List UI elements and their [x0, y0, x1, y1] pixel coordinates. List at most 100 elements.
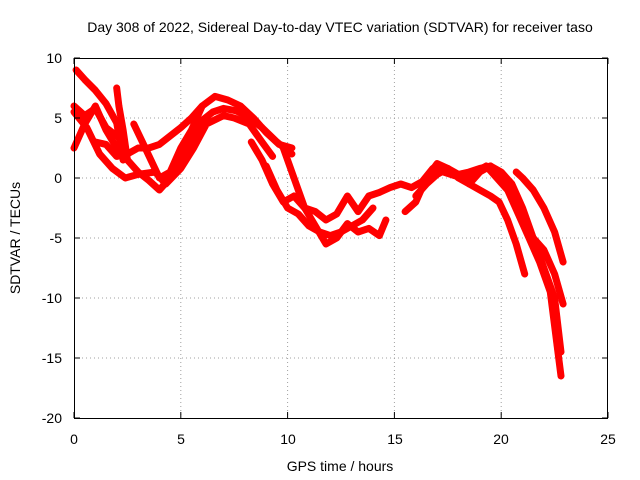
data-point — [206, 119, 213, 126]
data-point — [301, 204, 308, 212]
data-point — [555, 243, 563, 251]
data-point — [183, 146, 191, 154]
data-point — [194, 137, 201, 145]
data-point — [520, 267, 527, 274]
data-point — [176, 148, 183, 155]
data-point — [546, 279, 553, 287]
data-point — [458, 170, 466, 177]
data-point — [180, 153, 188, 160]
data-point — [305, 206, 312, 213]
data-point — [194, 113, 201, 120]
data-point — [92, 138, 99, 146]
data-point — [510, 184, 517, 191]
data-point — [354, 228, 362, 236]
data-point — [288, 167, 295, 174]
data-point — [286, 163, 294, 170]
series-sat-c — [113, 84, 131, 164]
y-tick-label: 5 — [54, 110, 62, 126]
data-point — [152, 142, 160, 149]
data-point — [519, 263, 526, 270]
data-point — [269, 176, 276, 183]
data-point — [437, 162, 444, 169]
data-point — [548, 221, 555, 229]
x-tick-label: 25 — [600, 431, 616, 447]
data-point — [93, 106, 101, 113]
data-point — [557, 372, 565, 380]
x-tick-label: 15 — [387, 431, 403, 447]
data-point — [412, 198, 419, 206]
data-point — [556, 247, 564, 254]
data-point — [506, 223, 514, 231]
data-point — [383, 186, 390, 193]
data-point — [288, 150, 296, 158]
data-point — [514, 244, 521, 251]
data-point — [209, 108, 216, 116]
data-point — [99, 140, 106, 147]
x-tick-label: 10 — [280, 431, 296, 447]
data-point — [365, 192, 372, 200]
data-point — [552, 232, 559, 239]
y-axis-label: SDTVAR / TECUs — [7, 182, 23, 294]
y-tick-label: 0 — [54, 170, 62, 186]
data-point — [213, 115, 220, 123]
data-point — [548, 287, 556, 294]
data-point — [142, 146, 149, 153]
data-point — [272, 183, 279, 190]
data-point — [377, 229, 384, 236]
data-point — [182, 150, 189, 157]
data-point — [130, 120, 137, 128]
data-point — [559, 300, 567, 308]
data-point — [144, 149, 151, 156]
data-point — [511, 237, 519, 244]
y-tick-label: -20 — [42, 410, 62, 426]
data-point — [390, 183, 397, 190]
data-point — [117, 152, 124, 159]
data-point — [382, 216, 390, 224]
data-point — [285, 159, 292, 167]
series-sat-i — [262, 162, 377, 240]
data-point — [185, 143, 192, 150]
y-tick-label: -10 — [42, 290, 62, 306]
y-tick-label: -5 — [50, 230, 63, 246]
data-point — [545, 257, 552, 264]
data-point — [554, 282, 561, 289]
data-point — [550, 291, 557, 298]
data-point — [195, 109, 203, 117]
data-point — [469, 167, 476, 174]
data-point — [300, 201, 307, 208]
data-point — [508, 192, 516, 200]
data-point — [381, 219, 388, 227]
data-point — [502, 213, 510, 220]
data-point — [149, 143, 156, 150]
data-point — [542, 268, 549, 275]
data-point — [221, 95, 228, 103]
data-point — [98, 116, 105, 123]
data-point — [376, 232, 383, 239]
data-point — [85, 127, 92, 135]
data-point — [543, 253, 551, 261]
data-point — [275, 141, 283, 148]
data-point — [135, 131, 143, 138]
data-point — [521, 270, 528, 278]
data-point — [397, 180, 404, 188]
data-point — [330, 231, 338, 238]
data-point — [510, 233, 517, 241]
data-point — [505, 220, 512, 227]
data-point — [137, 135, 144, 142]
data-point — [290, 174, 298, 182]
data-point — [263, 162, 270, 170]
data-point — [517, 255, 524, 263]
data-point — [203, 120, 210, 128]
data-point — [545, 215, 552, 222]
data-point — [501, 209, 508, 216]
data-point — [308, 207, 315, 214]
data-point — [80, 124, 87, 131]
data-point — [149, 160, 156, 167]
data-point — [514, 206, 522, 213]
data-point — [401, 182, 408, 189]
data-point — [192, 141, 199, 148]
data-point — [258, 156, 266, 164]
data-point — [95, 139, 103, 146]
series-sat-l — [412, 164, 529, 278]
